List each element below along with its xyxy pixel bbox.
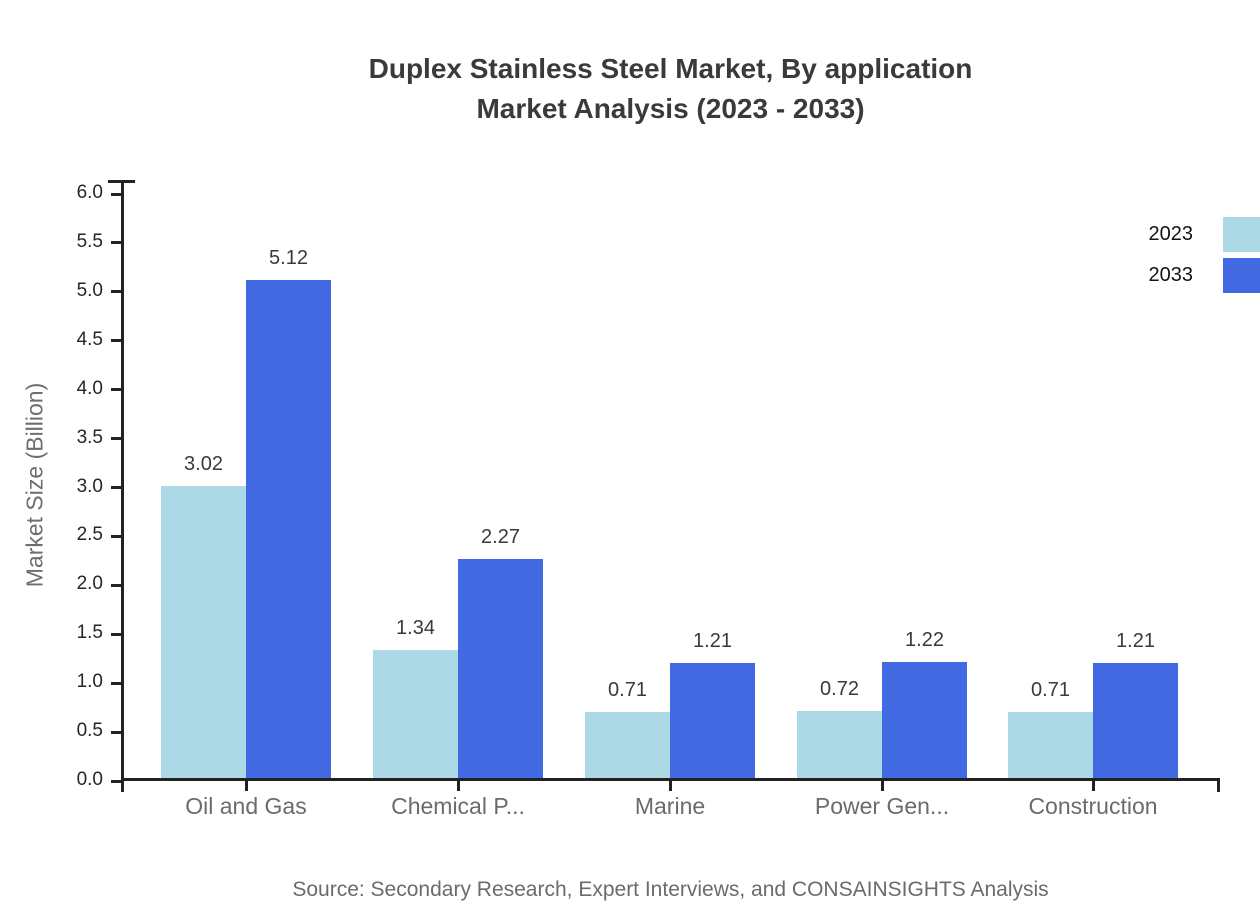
legend-swatch-2023 [1223,217,1260,252]
bar-value-2033-power-gen: 1.22 [905,628,944,651]
bar-2023-construction [1008,711,1093,780]
bar-value-2023-chemical-p: 1.34 [396,616,435,639]
bar-value-2023-power-gen: 0.72 [820,677,859,700]
plot-area: 3.02 1.34 0.71 0.72 0.71 5.12 2.27 1.21 1.22 1.21… [77,180,1220,819]
legend-item-2033: 2033 [1149,257,1260,294]
x-category-label-construction: Construction [1028,793,1158,819]
bar-value-2023-construction: 0.71 [1031,678,1070,701]
bar-2033-power-gen [882,661,967,780]
legend: 2023 2033 [1149,216,1260,294]
legend-item-2023: 2023 [1149,216,1260,253]
y-tick-label: 0.5 [76,720,103,742]
bar-2033-chemical-p [458,558,543,780]
x-tick [880,781,884,791]
y-tick [111,339,121,343]
x-tick [244,781,248,791]
y-axis-line [121,180,124,781]
bar-value-2023-marine: 0.71 [608,678,647,701]
x-category-label-power-gen: Power Gen... [814,793,950,819]
y-axis-end-cap [108,180,135,183]
bar-2033-construction [1093,662,1178,780]
y-tick-label: 3.0 [76,475,103,497]
chart-title-line1: Duplex Stainless Steel Market, By applic… [368,53,973,84]
bar-2033-marine [670,662,755,780]
chart-title-line2: Market Analysis (2023 - 2033) [476,93,865,124]
bar-2033-oil-and-gas [246,280,331,780]
y-tick [111,437,121,441]
bar-2023-oil-and-gas [161,485,246,780]
bar-value-2033-chemical-p: 2.27 [481,525,520,548]
bar-value-2023-oil-and-gas: 3.02 [184,452,223,475]
y-tick [111,290,121,294]
y-tick [111,241,121,245]
y-tick [111,534,121,538]
bar-value-2033-marine: 1.21 [693,629,732,652]
y-tick-label: 6.0 [76,182,103,203]
y-axis-corner-tick [121,781,124,792]
y-tick [111,192,121,196]
bar-value-2033-construction: 1.21 [1116,629,1155,652]
y-tick-label: 5.0 [76,279,103,301]
legend-swatch-2033 [1223,258,1260,293]
y-tick-label: 2.0 [76,573,103,595]
bar-2023-chemical-p [373,649,458,780]
y-tick-label: 1.5 [76,622,103,644]
legend-label-2023: 2023 [1148,223,1194,245]
bar-2023-power-gen [797,710,882,780]
x-axis-line [121,778,1220,781]
y-tick-label: 5.5 [76,230,103,252]
x-tick [456,781,460,791]
y-tick [111,681,121,685]
x-tick [668,781,672,791]
y-tick [111,779,121,783]
bar-2023-marine [585,711,670,780]
x-category-label-chemical-p: Chemical P... [391,793,525,819]
x-axis-end-cap [1217,778,1220,792]
y-tick [111,632,121,636]
y-tick-label: 0.0 [76,769,103,790]
y-tick-label: 1.0 [76,671,103,693]
x-category-label-marine: Marine [634,793,706,819]
y-tick-label: 2.5 [76,524,103,546]
y-tick-label: 4.0 [76,377,103,399]
chart-title: Duplex Stainless Steel Market, By applic… [121,49,1220,129]
y-tick-label: 3.5 [76,426,103,448]
x-category-label-oil-and-gas: Oil and Gas [185,793,307,819]
x-tick [1091,781,1095,791]
y-tick [111,730,121,734]
y-tick [111,583,121,587]
bar-value-2033-oil-and-gas: 5.12 [269,247,308,270]
source-note: Source: Secondary Research, Expert Inter… [292,878,1049,901]
y-tick [111,486,121,489]
y-tick [111,388,121,392]
y-tick-label: 4.5 [76,328,103,350]
legend-label-2033: 2033 [1148,264,1194,286]
